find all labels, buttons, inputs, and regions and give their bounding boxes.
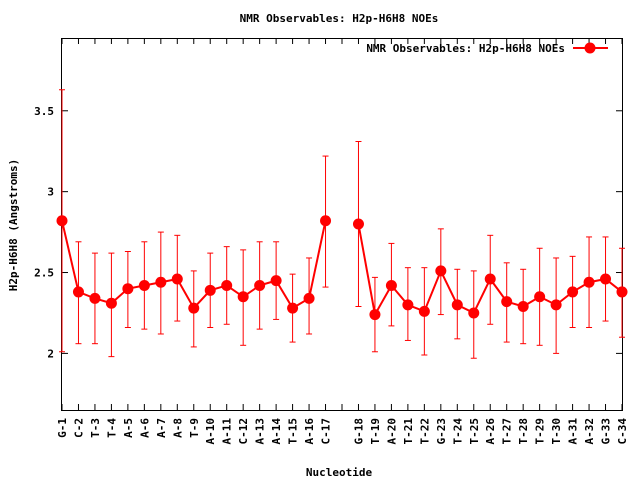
data-point (270, 275, 282, 287)
x-tick-label: A-32 (583, 418, 596, 445)
x-tick-label: T-4 (105, 418, 118, 438)
data-point (534, 291, 546, 303)
x-tick-label: T-9 (188, 418, 201, 438)
data-point (221, 279, 233, 291)
x-tick-label: C-12 (237, 418, 250, 445)
x-tick-label: T-27 (501, 418, 514, 445)
data-point (616, 286, 628, 298)
data-point (550, 299, 562, 311)
y-tick-label: 2.5 (34, 267, 54, 280)
data-point (320, 215, 332, 227)
y-tick-label: 3 (47, 186, 54, 199)
data-point (105, 297, 117, 309)
x-tick-label: A-13 (254, 418, 267, 445)
x-tick-label: A-6 (138, 418, 151, 438)
x-tick-label: A-26 (484, 418, 497, 445)
data-point (501, 296, 513, 308)
data-point (303, 292, 315, 304)
data-point (204, 284, 216, 296)
y-tick-label: 2 (47, 347, 54, 360)
data-point (237, 291, 249, 303)
x-tick-label: T-15 (287, 418, 300, 445)
x-tick-label: C-34 (616, 418, 629, 445)
x-tick-label: A-31 (567, 418, 580, 445)
y-axis-label: H2p-H6H8 (Angstroms) (7, 159, 20, 291)
data-point (72, 286, 84, 298)
x-axis-label: Nucleotide (306, 466, 373, 479)
data-point (352, 218, 364, 230)
x-axis: G-1 C-2 T-3 T-4 A-5 A-6 A-7 A-8 T-9 A-10 A-11 C-12 A… (56, 38, 629, 445)
data-point (451, 299, 463, 311)
data-point (567, 286, 579, 298)
x-tick-label: T-19 (369, 418, 382, 445)
data-point (155, 276, 167, 288)
x-tick-label: T-29 (534, 418, 547, 445)
data-point (171, 273, 183, 285)
data-point (484, 273, 496, 285)
data-point (287, 302, 299, 314)
y-tick-label: 3.5 (34, 105, 54, 118)
x-tick-label: T-24 (451, 418, 464, 445)
x-tick-label: A-8 (171, 418, 184, 438)
x-tick-label: T-21 (402, 418, 415, 445)
x-tick-label: C-17 (320, 418, 333, 445)
x-tick-label: A-5 (122, 418, 135, 438)
data-point (418, 305, 430, 317)
x-tick-label: A-7 (155, 418, 168, 438)
x-tick-label: G-18 (352, 418, 365, 445)
data-point (600, 273, 612, 285)
data-point (188, 302, 200, 314)
x-tick-label: A-14 (270, 418, 283, 445)
x-tick-label: T-30 (550, 418, 563, 445)
x-tick-label: T-25 (468, 418, 481, 445)
x-tick-label: A-16 (303, 418, 316, 445)
data-point (56, 215, 68, 227)
x-tick-label: A-11 (221, 418, 234, 445)
series-layer (56, 89, 628, 359)
data-point (517, 300, 529, 312)
x-tick-label: T-28 (517, 418, 530, 445)
legend-marker (584, 42, 596, 54)
y-axis: 2 2.5 3 3.5 (34, 105, 622, 360)
legend: NMR Observables: H2p-H6H8 NOEs (366, 42, 608, 55)
x-tick-label: G-23 (435, 418, 448, 445)
data-point (138, 279, 150, 291)
x-tick-label: T-22 (418, 418, 431, 445)
x-tick-label: A-20 (385, 418, 398, 445)
x-tick-label: A-10 (204, 418, 217, 445)
x-tick-label: C-2 (72, 418, 85, 438)
plot-area (61, 38, 623, 411)
data-point (402, 299, 414, 311)
data-point (583, 276, 595, 288)
data-point (369, 309, 381, 321)
x-tick-label: G-33 (600, 418, 613, 445)
x-tick-label: G-1 (56, 418, 69, 438)
data-point (385, 279, 397, 291)
data-point (254, 279, 266, 291)
data-point (122, 283, 134, 295)
data-point (435, 265, 447, 277)
plot-frame (61, 38, 623, 411)
chart-title: NMR Observables: H2p-H6H8 NOEs (240, 12, 439, 25)
data-point (89, 292, 101, 304)
x-tick-label: T-3 (89, 418, 102, 438)
data-point (468, 307, 480, 319)
legend-label: NMR Observables: H2p-H6H8 NOEs (366, 42, 565, 55)
